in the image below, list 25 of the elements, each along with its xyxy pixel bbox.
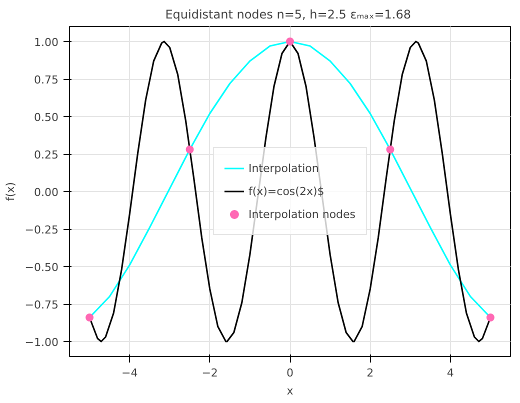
y-tick-label: −0.50 <box>24 261 59 274</box>
x-tick-label: −2 <box>202 366 218 380</box>
x-tick-label: 0 <box>286 366 294 380</box>
point <box>86 314 94 322</box>
y-tick-label: 0.75 <box>34 74 59 86</box>
y-tick-label: −0.75 <box>24 298 59 312</box>
x-tick-label: −4 <box>122 366 138 380</box>
y-tick-label: 0.50 <box>34 111 59 124</box>
y-axis-title: f(x) <box>4 182 17 201</box>
chart-title: Equidistant nodes n=5, h=2.5 εₘₐₓ=1.68 <box>165 8 411 22</box>
y-tick-label: −1.00 <box>24 336 59 349</box>
y-tick-label: 0.25 <box>34 148 59 162</box>
point <box>286 38 294 46</box>
x-axis-title: x <box>286 384 294 398</box>
x-tick-label: 4 <box>446 366 454 380</box>
legend-label: Interpolation nodes <box>248 208 356 220</box>
y-tick-label: 1.00 <box>34 36 59 49</box>
legend-label: Interpolation <box>248 162 319 174</box>
y-tick-label: −0.25 <box>24 224 59 236</box>
x-tick-label: 2 <box>366 366 374 380</box>
legend-label: f(x)=cos(2x)$ <box>248 184 324 198</box>
point <box>386 146 394 154</box>
y-tick-label: 0.00 <box>34 186 59 199</box>
point <box>486 314 494 322</box>
point <box>186 146 194 154</box>
